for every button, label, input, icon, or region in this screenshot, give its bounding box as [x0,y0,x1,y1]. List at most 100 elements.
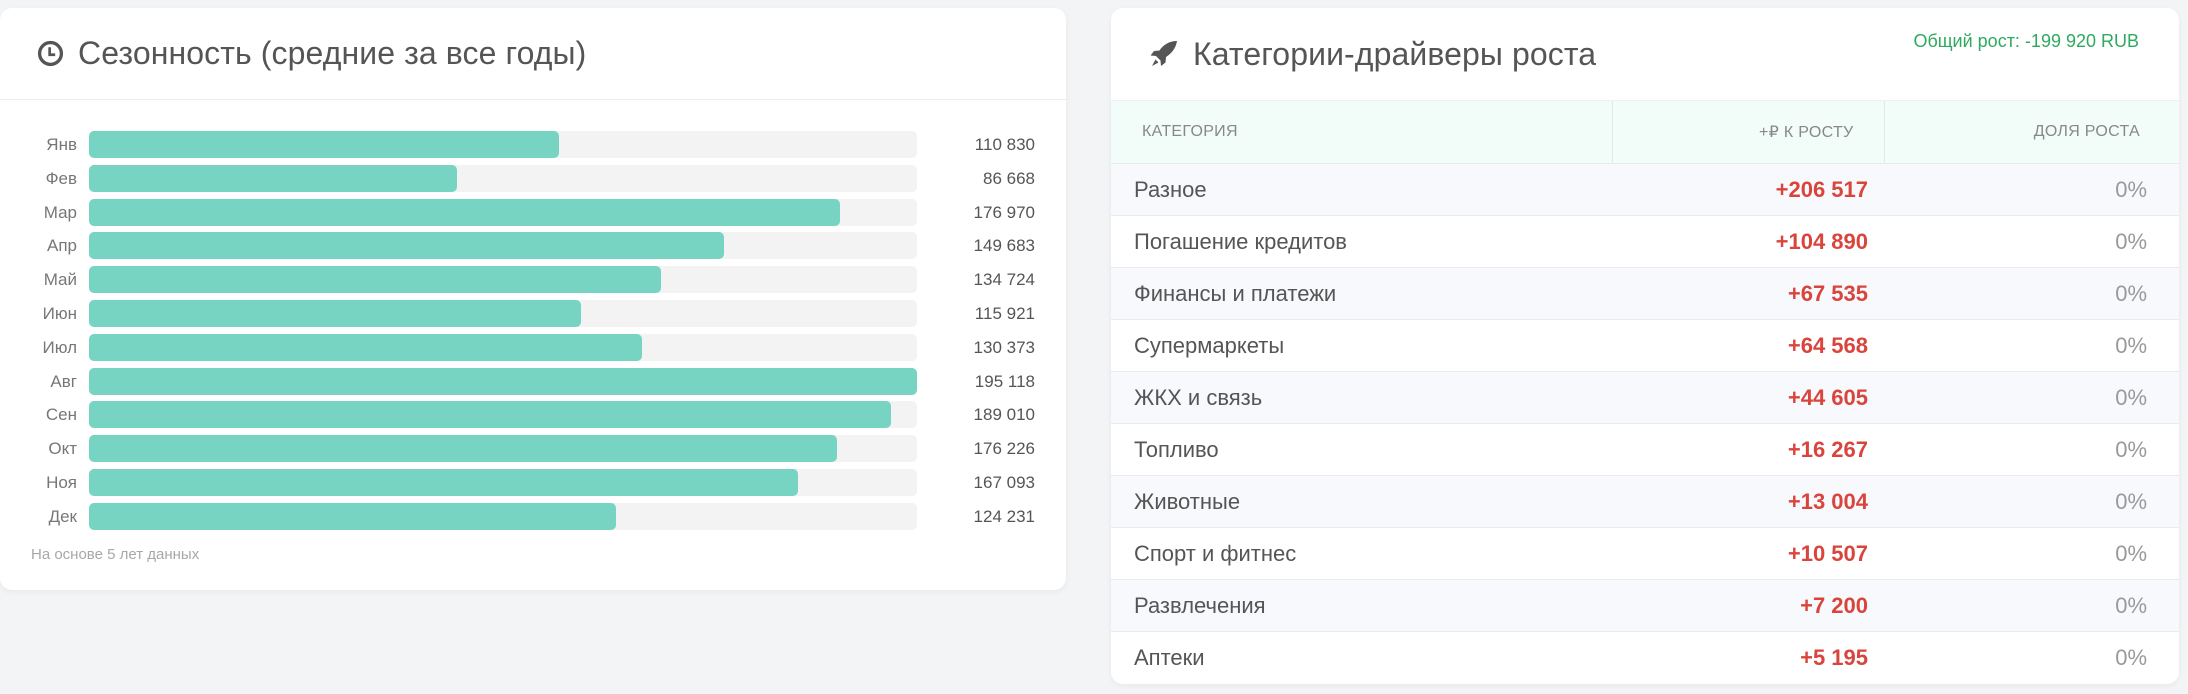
table-row[interactable]: Разное +206 517 0% [1111,163,2179,216]
bar-value: 167 093 [973,473,1035,492]
bar-row: Июл 130 373 [0,333,1066,361]
column-header-share[interactable]: ДОЛЯ РОСТА [1883,100,2179,164]
bar-fill [89,266,661,294]
bar-row: Апр 149 683 [0,232,1066,260]
category-cell: Топливо [1134,436,1219,462]
growth-share-cell: 0% [2115,592,2147,618]
bar-row: Окт 176 226 [0,435,1066,463]
bar-month-label: Апр [47,236,77,256]
table-row[interactable]: Финансы и платежи +67 535 0% [1111,267,2179,320]
bar-month-label: Авг [50,371,77,391]
category-cell: Разное [1134,176,1207,202]
bar-fill [89,469,799,496]
bar-month-label: Июн [42,304,77,323]
bar-value: 176 970 [973,202,1035,222]
growth-share-cell: 0% [2115,540,2147,566]
bar-month-label: Янв [46,135,77,154]
bar-fill [89,435,837,463]
bar-track [89,367,917,395]
bar-fill [89,232,725,260]
bar-fill [89,502,617,530]
table-header-row: КАТЕГОРИЯ +₽ К РОСТУ ДОЛЯ РОСТА [1111,100,2179,164]
bar-row: Мар 176 970 [0,198,1066,226]
category-cell: Аптеки [1134,644,1205,670]
bar-track [89,300,917,327]
bar-value: 115 921 [974,304,1035,323]
seasonality-footnote: На основе 5 лет данных [31,546,200,563]
bar-fill [89,131,560,158]
growth-share-cell: 0% [2115,644,2147,670]
bar-track [89,401,917,429]
growth-amount-cell: +64 568 [1787,332,1868,358]
bar-row: Дек 124 231 [0,502,1066,530]
growth-share-cell: 0% [2115,228,2147,254]
bar-value: 189 010 [973,405,1035,425]
bar-value: 130 373 [973,337,1035,357]
bar-fill [89,367,917,395]
bar-month-label: Окт [48,439,77,459]
bar-value: 134 724 [973,270,1035,290]
growth-drivers-title: Категории-драйверы роста [1193,35,1597,72]
growth-amount-cell: +206 517 [1775,176,1868,202]
table-row[interactable]: ЖКХ и связь +44 605 0% [1111,371,2179,424]
growth-amount-cell: +44 605 [1787,384,1868,410]
bar-value: 195 118 [974,371,1035,391]
table-row[interactable]: Развлечения +7 200 0% [1111,579,2179,632]
table-row[interactable]: Животные +13 004 0% [1111,475,2179,528]
bar-value: 124 231 [973,506,1035,526]
growth-share-cell: 0% [2115,332,2147,358]
bar-month-label: Дек [48,506,77,526]
bar-track [89,266,917,294]
category-cell: Спорт и фитнес [1134,540,1297,566]
growth-drivers-panel: Категории-драйверы роста Общий рост: -19… [1111,8,2179,684]
table-row[interactable]: Спорт и фитнес +10 507 0% [1111,527,2179,580]
table-row[interactable]: Аптеки +5 195 0% [1111,631,2179,684]
growth-share-cell: 0% [2115,436,2147,462]
growth-amount-cell: +13 004 [1787,488,1868,514]
bar-track [89,333,917,361]
bar-row: Июн 115 921 [0,300,1066,327]
growth-share-cell: 0% [2115,280,2147,306]
category-cell: Финансы и платежи [1134,280,1337,306]
bar-fill [89,401,892,429]
bar-track [89,469,917,496]
column-header-amount[interactable]: +₽ К РОСТУ [1611,100,1884,164]
growth-amount-cell: +67 535 [1787,280,1868,306]
bar-track [89,232,917,260]
bar-month-label: Июл [42,337,77,357]
growth-drivers-header: Категории-драйверы роста Общий рост: -19… [1111,8,2179,100]
column-header-category[interactable]: КАТЕГОРИЯ [1111,100,1612,164]
bar-row: Сен 189 010 [0,401,1066,429]
bar-month-label: Май [43,270,77,290]
category-cell: Животные [1134,488,1241,514]
total-growth-badge: Общий рост: -199 920 RUB [1913,31,2139,51]
bar-value: 149 683 [973,236,1035,256]
bar-month-label: Сен [45,405,77,425]
bar-track [89,435,917,463]
bar-month-label: Ноя [46,473,77,492]
bar-track [89,164,917,192]
growth-share-cell: 0% [2115,384,2147,410]
table-row[interactable]: Супермаркеты +64 568 0% [1111,319,2179,372]
category-cell: ЖКХ и связь [1134,384,1263,410]
bar-fill [89,333,643,361]
bar-row: Авг 195 118 [0,367,1066,395]
bar-track [89,502,917,530]
bar-value: 86 668 [983,168,1035,188]
bar-value: 110 830 [974,135,1035,154]
table-row[interactable]: Топливо +16 267 0% [1111,423,2179,476]
bar-row: Фев 86 668 [0,164,1066,192]
seasonality-panel: Сезонность (средние за все годы) Янв 110 … [0,8,1066,590]
growth-drivers-table: КАТЕГОРИЯ +₽ К РОСТУ ДОЛЯ РОСТА Разное +2… [1111,100,2179,684]
bar-track [89,198,917,226]
bar-fill [89,300,581,327]
table-row[interactable]: Погашение кредитов +104 890 0% [1111,215,2179,268]
growth-amount-cell: +104 890 [1775,228,1868,254]
category-cell: Развлечения [1134,592,1266,618]
growth-amount-cell: +5 195 [1800,644,1868,670]
bar-fill [89,164,457,192]
seasonality-title: Сезонность (средние за все годы) [78,35,587,71]
bar-track [89,131,917,158]
bar-month-label: Фев [45,168,77,188]
bar-value: 176 226 [973,439,1035,459]
